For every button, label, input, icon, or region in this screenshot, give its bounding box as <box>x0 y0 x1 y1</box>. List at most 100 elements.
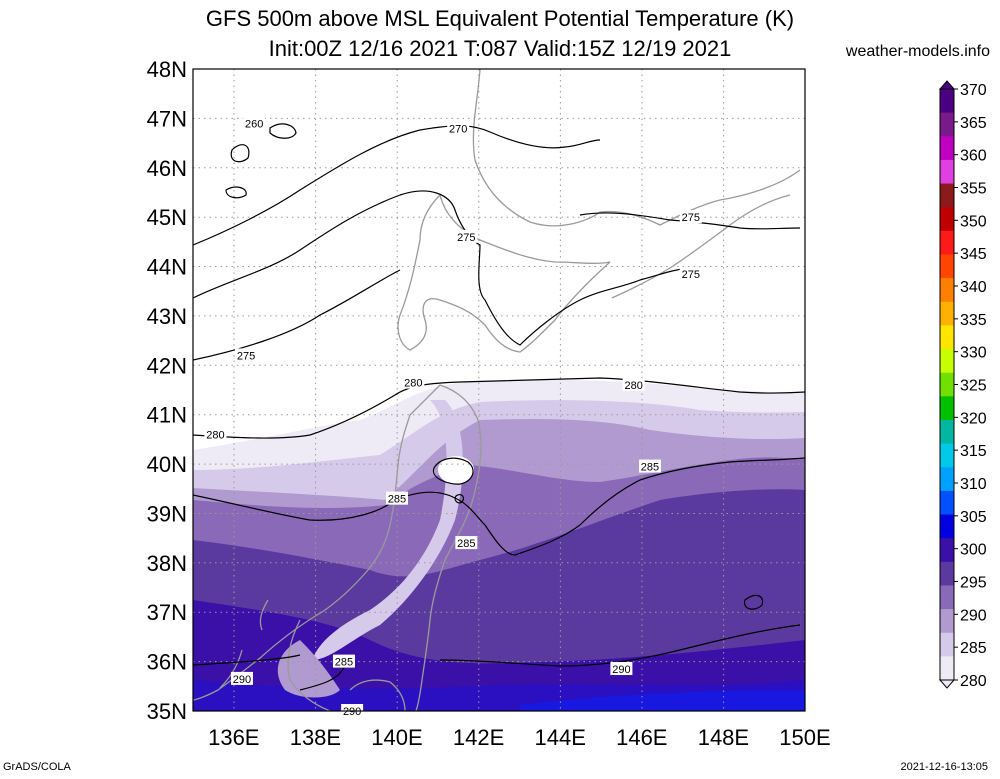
contour-label-box <box>235 348 258 362</box>
colorbar-label: 365 <box>960 115 987 132</box>
contour-label-box <box>679 266 702 280</box>
latitude-label: 44N <box>147 255 187 280</box>
contour-label-box <box>455 229 478 243</box>
colorbar-label: 280 <box>960 673 987 690</box>
colorbar-label: 355 <box>960 181 987 198</box>
colorbar-swatch <box>940 89 954 114</box>
longitude-label: 136E <box>208 725 259 750</box>
longitude-labels: 136E 138E 140E 142E 144E 146E 148E 150E <box>208 725 831 750</box>
latitude-label: 43N <box>147 304 187 329</box>
contour-label: 260 <box>245 118 263 130</box>
colorbar-label: 360 <box>960 148 987 165</box>
colorbar-swatch <box>940 325 954 350</box>
colorbar-swatch <box>940 301 954 326</box>
colorbar-label: 300 <box>960 542 987 559</box>
longitude-label: 148E <box>698 725 749 750</box>
latitude-label: 41N <box>147 403 187 428</box>
contour-label: 285 <box>641 462 659 474</box>
colorbar-label: 340 <box>960 279 987 296</box>
colorbar-swatch <box>940 183 954 208</box>
colorbar-swatch <box>940 585 954 610</box>
contour-label: 285 <box>457 538 475 550</box>
software-credit: GrADS/COLA <box>3 761 71 773</box>
colorbar: 370 365 360 355 350 345 340 335 330 325 320 315 310 3… <box>938 80 987 690</box>
latitude-label: 46N <box>147 156 187 181</box>
latitude-label: 38N <box>147 551 187 576</box>
coastlines <box>193 69 801 711</box>
contour-label-box <box>610 662 633 676</box>
contour-label: 270 <box>449 123 467 135</box>
contour-label-box <box>622 378 645 392</box>
colorbar-swatch <box>940 159 954 185</box>
colorbar-bottom-arrow <box>938 679 956 689</box>
colorbar-top-arrow <box>938 80 956 90</box>
contour-label: 285 <box>388 494 406 506</box>
colorbar-label: 285 <box>960 640 987 657</box>
contour-labels: 260 270 275 275 275 275 280 280 280 285 285 285 285 2… <box>204 116 702 718</box>
colorbar-swatch <box>940 372 954 397</box>
contour-label: 280 <box>206 429 224 441</box>
colorbar-swatch <box>940 230 954 255</box>
contour-label: 290 <box>233 674 251 686</box>
colorbar-swatch <box>940 278 954 303</box>
colorbar-swatch <box>940 112 954 137</box>
colorbar-swatch <box>940 349 954 374</box>
colorbar-swatch <box>940 656 954 681</box>
latitude-labels: 48N 47N 46N 45N 44N 43N 42N 41N 40N 39N 38N 37N 36N 3… <box>147 57 187 724</box>
colorbar-swatch <box>940 514 954 539</box>
contour-label: 290 <box>343 706 361 718</box>
contour-label: 275 <box>682 212 700 224</box>
latitude-label: 37N <box>147 600 187 625</box>
contour-label-box <box>243 116 266 130</box>
colorbar-label: 335 <box>960 312 987 329</box>
colorbar-swatch <box>940 443 954 468</box>
longitude-label: 146E <box>616 725 667 750</box>
latitude-label: 36N <box>147 650 187 675</box>
map-frame <box>192 68 806 712</box>
colorbar-swatch <box>940 538 954 563</box>
colorbar-swatch <box>940 561 954 586</box>
colorbar-label: 330 <box>960 345 987 362</box>
longitude-label: 150E <box>779 725 830 750</box>
contour-label-box <box>455 536 478 550</box>
colorbar-swatch <box>940 207 954 232</box>
contour-label: 275 <box>237 350 255 362</box>
chart-subtitle: Init:00Z 12/16 2021 T:087 Valid:15Z 12/1… <box>268 36 732 61</box>
contour-label-box <box>402 375 425 389</box>
longitude-label: 138E <box>290 725 341 750</box>
colorbar-label: 345 <box>960 246 987 263</box>
site-credit: weather-models.info <box>845 43 990 60</box>
colorbar-label: 315 <box>960 443 987 460</box>
latitude-label: 47N <box>147 106 187 131</box>
colorbar-label: 305 <box>960 509 987 526</box>
latitude-label: 39N <box>147 501 187 526</box>
contour-label-box <box>230 671 253 685</box>
colorbar-label: 325 <box>960 378 987 395</box>
contour-label: 275 <box>682 269 700 281</box>
colorbar-swatch <box>940 254 954 279</box>
latitude-label: 40N <box>147 452 187 477</box>
contour-label-box <box>332 654 355 668</box>
colorbar-swatch <box>940 467 954 492</box>
colorbar-label: 320 <box>960 410 987 427</box>
colorbar-swatch <box>940 419 954 445</box>
latitude-label: 35N <box>147 699 187 724</box>
colorbar-swatch <box>940 490 954 516</box>
colorbar-swatch <box>940 632 954 657</box>
colorbar-swatch <box>940 609 954 634</box>
colorbar-label: 370 <box>960 82 987 99</box>
contour-label-box <box>204 427 227 441</box>
colorbar-label: 295 <box>960 575 987 592</box>
longitude-label: 142E <box>453 725 504 750</box>
colorbar-label: 290 <box>960 607 987 624</box>
colorbar-label: 350 <box>960 213 987 230</box>
contour-label-box <box>679 210 702 224</box>
latitude-label: 48N <box>147 57 187 82</box>
longitude-label: 144E <box>535 725 586 750</box>
colorbar-swatch <box>940 396 954 421</box>
colorbar-label: 310 <box>960 476 987 493</box>
colorbar-swatch <box>940 136 954 161</box>
contour-label: 280 <box>624 380 642 392</box>
generation-timestamp: 2021-12-16-13:05 <box>900 761 988 773</box>
